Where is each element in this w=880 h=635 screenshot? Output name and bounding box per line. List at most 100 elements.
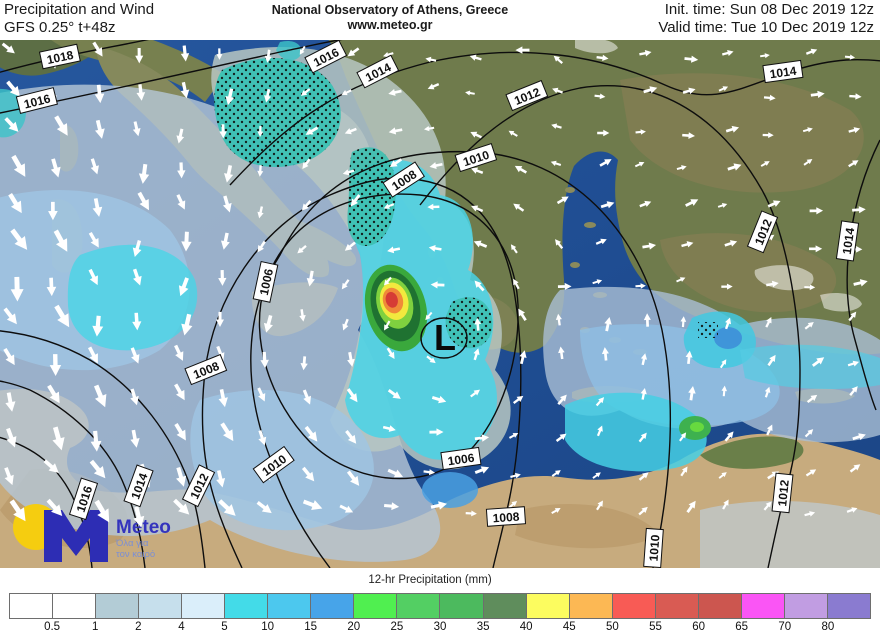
wind-arrow-icon — [519, 350, 527, 365]
wind-arrow-icon — [344, 127, 357, 135]
wind-arrow-icon — [177, 162, 186, 179]
wind-arrow-icon — [218, 270, 227, 286]
wind-arrow-icon — [388, 89, 402, 96]
wind-arrow-icon — [302, 389, 311, 405]
wind-arrow-icon — [592, 279, 603, 285]
legend-cell — [568, 593, 613, 619]
isobar-pressure-label: 1006 — [252, 260, 279, 303]
wind-arrow-icon — [263, 315, 273, 333]
svg-text:1010: 1010 — [647, 534, 663, 562]
legend-tick-label: 50 — [605, 621, 619, 633]
legend-tick-label: 20 — [347, 621, 361, 633]
wind-arrow-icon — [297, 245, 307, 254]
wind-arrow-icon — [384, 502, 400, 511]
wind-arrow-icon — [766, 424, 773, 436]
wind-arrow-icon — [264, 88, 272, 103]
wind-arrow-icon — [431, 395, 447, 404]
wind-arrow-icon — [132, 312, 142, 331]
wind-arrow-icon — [301, 199, 312, 211]
legend-cell — [826, 593, 871, 619]
wind-arrow-icon — [3, 307, 17, 325]
wind-arrow-icon — [471, 205, 484, 213]
isobar-pressure-label: 1016 — [68, 477, 99, 521]
wind-arrow-icon — [474, 317, 482, 331]
wind-arrow-icon — [763, 94, 776, 101]
isobar-1014-east — [846, 139, 880, 411]
wind-arrow-icon — [724, 317, 732, 330]
wind-arrow-icon — [555, 433, 567, 442]
wind-arrow-icon — [174, 423, 186, 441]
wind-arrow-icon — [681, 241, 694, 248]
wind-arrow-icon — [382, 425, 396, 432]
wind-arrow-icon — [555, 313, 562, 326]
wind-arrow-icon — [87, 346, 98, 364]
wind-arrow-icon — [848, 311, 857, 322]
wind-arrow-icon — [387, 468, 404, 478]
wind-arrow-icon — [342, 169, 355, 176]
wind-arrow-icon — [852, 433, 866, 441]
wind-arrow-icon — [809, 245, 823, 253]
wind-arrow-icon — [849, 93, 862, 100]
wind-arrow-icon — [299, 45, 306, 55]
wind-arrow-icon — [220, 422, 234, 442]
wind-arrow-icon — [848, 127, 861, 134]
wind-arrow-icon — [341, 279, 350, 290]
isobar-pressure-label: 1006 — [440, 446, 482, 471]
wind-arrow-icon — [514, 165, 528, 174]
wind-arrow-icon — [721, 283, 733, 290]
wind-arrow-icon — [430, 281, 445, 289]
wind-arrow-icon — [299, 309, 306, 322]
wind-arrow-icon — [383, 203, 395, 209]
wind-arrow-icon — [805, 48, 818, 55]
wind-arrow-icon — [601, 347, 609, 361]
wind-arrow-icon — [553, 55, 563, 65]
svg-text:1018: 1018 — [46, 48, 75, 67]
wind-arrow-icon — [676, 165, 687, 171]
wind-arrow-icon — [465, 90, 475, 96]
legend-cell — [740, 593, 785, 619]
wind-arrow-icon — [344, 241, 356, 251]
wind-arrow-icon — [760, 161, 770, 167]
wind-arrow-icon — [388, 127, 403, 135]
wind-arrow-icon — [719, 359, 727, 369]
isobar-pressure-label: 1014 — [123, 464, 154, 508]
wind-arrow-icon — [10, 276, 24, 302]
wind-arrow-icon — [216, 345, 225, 362]
legend-cell — [611, 593, 656, 619]
wind-arrow-icon — [596, 500, 603, 511]
wind-arrow-icon — [811, 357, 825, 367]
wind-arrow-icon — [722, 499, 729, 510]
wind-arrow-icon — [300, 88, 311, 96]
logo-tagline-2: τον καιρό — [116, 549, 155, 560]
legend-tick-label: 25 — [390, 621, 404, 633]
legend-cell — [181, 593, 226, 619]
wind-arrow-icon — [556, 196, 569, 205]
wind-arrow-icon — [718, 86, 729, 92]
wind-arrow-icon — [346, 388, 358, 403]
wind-arrow-icon — [635, 129, 646, 135]
wind-arrow-icon — [595, 397, 605, 407]
wind-arrow-icon — [302, 158, 311, 170]
wind-arrow-icon — [510, 472, 521, 479]
legend-tick-label: 40 — [519, 621, 533, 633]
meteo-logo: Meteo Όλα για τον καιρό — [13, 504, 171, 562]
wind-arrow-icon — [806, 394, 818, 404]
legend-cell — [9, 593, 54, 619]
isobar-low-circle — [420, 317, 468, 359]
wind-arrow-icon — [136, 84, 146, 101]
wind-arrow-icon — [594, 93, 606, 100]
wind-arrow-icon — [216, 470, 226, 488]
wind-arrow-icon — [94, 499, 110, 523]
wind-arrow-icon — [384, 320, 391, 331]
wind-arrow-icon — [306, 270, 315, 287]
isobar-pressure-label: 1008 — [485, 506, 527, 527]
wind-arrow-icon — [174, 344, 184, 361]
wind-arrow-icon — [43, 459, 59, 473]
init-time: Init. time: Sun 08 Dec 2019 12z — [664, 1, 874, 18]
wind-arrow-icon — [347, 351, 355, 367]
wind-arrow-icon — [846, 507, 858, 513]
wind-arrow-icon — [804, 511, 816, 517]
map-canvas: Meteo Όλα για τον καιρό 1018 1016 1016 1014… — [0, 40, 880, 568]
legend-cell — [95, 593, 140, 619]
wind-arrow-icon — [518, 308, 527, 322]
